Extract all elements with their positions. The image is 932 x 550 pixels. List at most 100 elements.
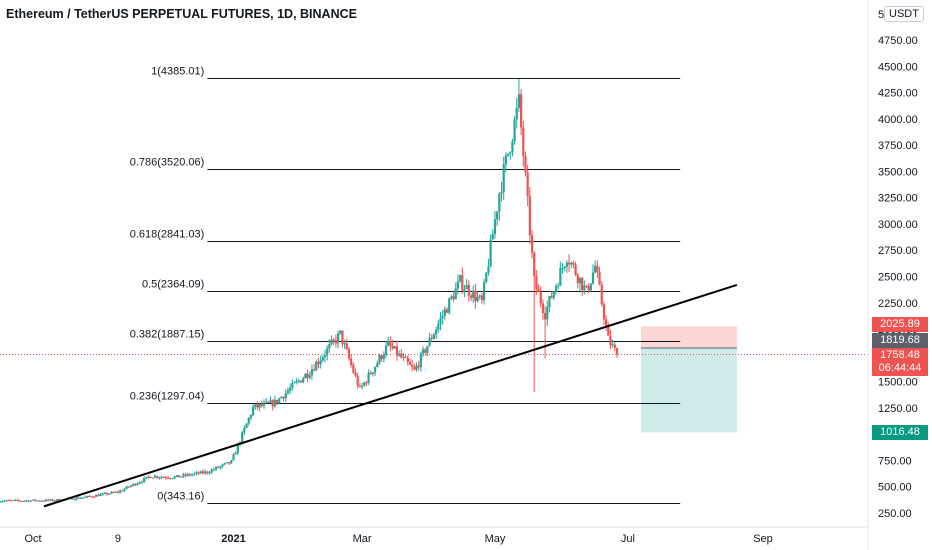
candle-up[interactable] xyxy=(265,398,268,404)
candle-up[interactable] xyxy=(563,265,566,272)
candle-up[interactable] xyxy=(559,261,562,287)
candle-down[interactable] xyxy=(389,336,392,352)
candle-up[interactable] xyxy=(319,355,322,369)
candle-up[interactable] xyxy=(415,362,418,372)
candle-up[interactable] xyxy=(193,472,196,476)
candle-down[interactable] xyxy=(16,498,19,502)
candle-down[interactable] xyxy=(369,370,372,375)
candle-up[interactable] xyxy=(180,476,183,478)
candle-up[interactable] xyxy=(280,395,283,399)
candle-up[interactable] xyxy=(360,382,364,390)
candle-up[interactable] xyxy=(101,492,104,496)
candle-up[interactable] xyxy=(546,300,549,327)
candle-up[interactable] xyxy=(339,330,342,335)
candle-down[interactable] xyxy=(567,254,571,273)
candle-up[interactable] xyxy=(119,489,122,494)
candle-down[interactable] xyxy=(598,266,601,286)
candle-up[interactable] xyxy=(570,261,573,269)
candle-down[interactable] xyxy=(147,475,150,479)
candle-down[interactable] xyxy=(356,372,359,389)
candle-up[interactable] xyxy=(378,353,381,365)
candle-up[interactable] xyxy=(114,491,117,493)
candle-up[interactable] xyxy=(426,345,429,357)
candle-up[interactable] xyxy=(230,459,233,464)
candle-up[interactable] xyxy=(443,306,446,321)
candle-up[interactable] xyxy=(145,476,148,480)
candle-down[interactable] xyxy=(267,401,270,404)
candle-up[interactable] xyxy=(591,264,595,285)
candle-up[interactable] xyxy=(160,475,163,480)
candle-up[interactable] xyxy=(25,499,28,502)
candle-down[interactable] xyxy=(596,260,599,279)
candle-up[interactable] xyxy=(190,473,194,477)
candle-up[interactable] xyxy=(210,468,213,474)
candle-up[interactable] xyxy=(302,376,305,384)
candle-up[interactable] xyxy=(36,500,39,502)
candle-down[interactable] xyxy=(201,469,205,475)
candle-down[interactable] xyxy=(613,342,616,352)
candle-down[interactable] xyxy=(347,346,351,361)
candle-up[interactable] xyxy=(304,373,307,379)
candle-up[interactable] xyxy=(95,494,98,497)
candle-down[interactable] xyxy=(585,285,588,289)
candle-down[interactable] xyxy=(256,401,259,411)
candle-up[interactable] xyxy=(195,470,198,476)
candle-up[interactable] xyxy=(513,116,516,145)
candle-up[interactable] xyxy=(14,498,17,501)
candle-down[interactable] xyxy=(615,347,619,358)
candle-up[interactable] xyxy=(40,500,43,502)
candle-up[interactable] xyxy=(506,153,510,157)
candle-up[interactable] xyxy=(273,395,276,408)
candle-down[interactable] xyxy=(34,498,37,503)
candle-up[interactable] xyxy=(132,483,135,487)
price-axis[interactable]: 250.00500.00750.001000.001250.001500.001… xyxy=(878,9,918,520)
candle-up[interactable] xyxy=(258,403,261,412)
candle-down[interactable] xyxy=(51,498,54,502)
candle-down[interactable] xyxy=(581,276,584,296)
candle-down[interactable] xyxy=(587,283,590,294)
candle-up[interactable] xyxy=(611,339,614,348)
candle-up[interactable] xyxy=(509,151,512,160)
candle-down[interactable] xyxy=(530,230,534,259)
candle-up[interactable] xyxy=(297,378,300,384)
candle-down[interactable] xyxy=(47,499,50,502)
candle-down[interactable] xyxy=(127,486,130,488)
candle-down[interactable] xyxy=(609,329,612,350)
candle-down[interactable] xyxy=(341,330,344,348)
candle-up[interactable] xyxy=(293,381,296,384)
candle-down[interactable] xyxy=(18,500,22,502)
candle-up[interactable] xyxy=(489,234,492,268)
candle-up[interactable] xyxy=(254,404,257,410)
candle-up[interactable] xyxy=(143,476,146,484)
candle-up[interactable] xyxy=(328,339,331,353)
candle-up[interactable] xyxy=(441,309,444,326)
candle-down[interactable] xyxy=(334,334,337,348)
candle-down[interactable] xyxy=(600,281,603,307)
candle-up[interactable] xyxy=(315,359,318,371)
candle-down[interactable] xyxy=(358,383,361,388)
candle-up[interactable] xyxy=(84,495,87,498)
candle-up[interactable] xyxy=(269,396,272,403)
candle-up[interactable] xyxy=(247,417,250,426)
candle-down[interactable] xyxy=(522,120,525,167)
candle-up[interactable] xyxy=(491,229,494,240)
candle-down[interactable] xyxy=(380,354,383,362)
candle-up[interactable] xyxy=(278,397,281,405)
candle-down[interactable] xyxy=(408,358,412,366)
candle-down[interactable] xyxy=(275,399,279,406)
candle-up[interactable] xyxy=(108,493,111,495)
candle-down[interactable] xyxy=(345,338,348,351)
candle-down[interactable] xyxy=(306,369,309,383)
candle-down[interactable] xyxy=(424,347,427,356)
candle-down[interactable] xyxy=(528,186,531,245)
candle-up[interactable] xyxy=(554,283,558,295)
candle-up[interactable] xyxy=(397,350,401,357)
candle-down[interactable] xyxy=(206,470,209,475)
candle-up[interactable] xyxy=(393,345,396,349)
candle-down[interactable] xyxy=(452,290,455,302)
candle-down[interactable] xyxy=(42,499,45,502)
candle-up[interactable] xyxy=(487,258,490,276)
candle-down[interactable] xyxy=(391,339,394,351)
candle-down[interactable] xyxy=(10,499,13,502)
candle-up[interactable] xyxy=(1,500,4,503)
